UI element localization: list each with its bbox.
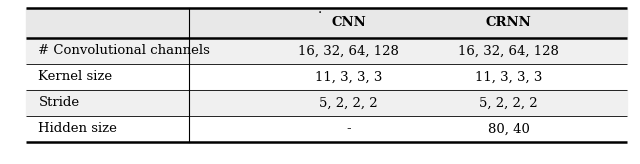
Text: Kernel size: Kernel size: [38, 71, 113, 83]
Text: 11, 3, 3, 3: 11, 3, 3, 3: [475, 71, 543, 83]
Text: 80, 40: 80, 40: [488, 123, 530, 135]
Text: 5, 2, 2, 2: 5, 2, 2, 2: [319, 96, 378, 110]
Text: -: -: [346, 123, 351, 135]
Text: Hidden size: Hidden size: [38, 123, 117, 135]
Text: CRNN: CRNN: [486, 17, 532, 30]
Bar: [26, 38, 627, 64]
Text: CNN: CNN: [332, 17, 366, 30]
Bar: [26, 8, 627, 38]
Text: Stride: Stride: [38, 96, 79, 110]
Text: 5, 2, 2, 2: 5, 2, 2, 2: [479, 96, 538, 110]
Text: 16, 32, 64, 128: 16, 32, 64, 128: [458, 44, 559, 58]
Bar: [26, 64, 627, 90]
Bar: [26, 116, 627, 142]
Text: .: .: [318, 3, 322, 16]
Text: 11, 3, 3, 3: 11, 3, 3, 3: [315, 71, 383, 83]
Bar: [26, 90, 627, 116]
Text: # Convolutional channels: # Convolutional channels: [38, 44, 211, 58]
Text: 16, 32, 64, 128: 16, 32, 64, 128: [298, 44, 399, 58]
